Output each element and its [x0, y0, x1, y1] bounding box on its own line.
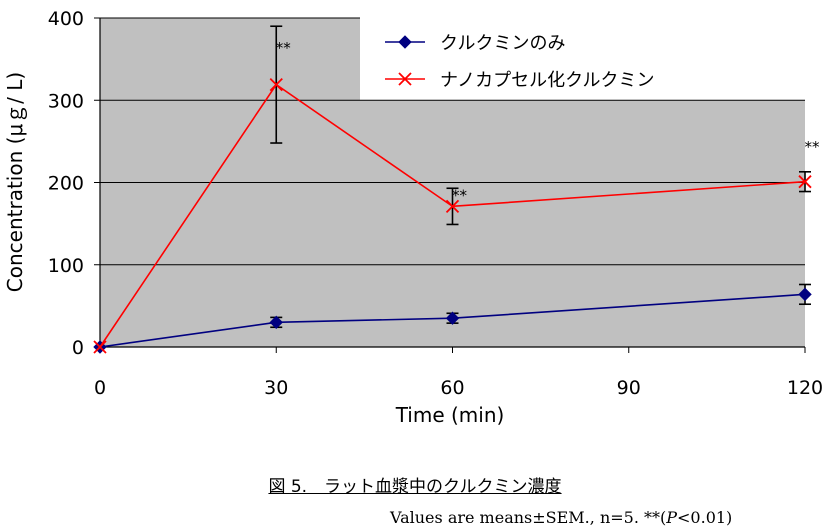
y-tick-label-100: 100: [48, 255, 84, 277]
x-tick-label-120: 120: [787, 377, 823, 399]
point-s1-3: [798, 287, 812, 302]
series-layer: [93, 25, 812, 354]
y-tick-label-0: 0: [72, 337, 84, 359]
legend-label-1: クルクミンのみ: [440, 33, 565, 54]
x-tick-labels: 0 30 60 90 120: [94, 377, 823, 399]
point-s2-2: [445, 199, 460, 213]
point-s2-1: [269, 77, 283, 92]
y-tick-label-300: 300: [48, 90, 84, 112]
y-tick-label-200: 200: [48, 173, 84, 195]
point-s1-1: [269, 315, 283, 330]
point-s2-3: [798, 175, 812, 189]
figure-note: Values are means±SEM., n=5. **(P<0.01): [390, 508, 810, 527]
y-tick-label-400: 400: [48, 8, 84, 30]
y-axis-title: Concentration (μｇ/ L): [3, 72, 27, 292]
note-suffix: <0.01): [677, 508, 733, 527]
annotation-s2-1: **: [276, 39, 292, 57]
x-tick-label-90: 90: [617, 377, 641, 399]
gridlines: [100, 17, 805, 266]
legend-item-1: クルクミンのみ: [385, 33, 565, 54]
series-line-1: [99, 293, 806, 348]
figure-caption-title: 図 5. ラット血漿中のクルクミン濃度: [268, 477, 562, 497]
annotation-s2-2: **: [452, 186, 468, 204]
legend-marker-2: [398, 72, 412, 86]
legend-item-2: ナノカプセル化クルクミン: [385, 70, 655, 91]
figure-caption: 図 5. ラット血漿中のクルクミン濃度: [0, 472, 830, 497]
point-s1-2: [445, 311, 460, 325]
legend-label-2: ナノカプセル化クルクミン: [440, 70, 655, 91]
series-line-2: [99, 83, 806, 348]
legend-marker-1: [398, 35, 412, 49]
chart: ** ** ** 0 100 200 300 400 0 30 60 90 120 Time (mi…: [3, 8, 823, 427]
x-tick-label-30: 30: [264, 377, 288, 399]
x-axis-title: Time (min): [395, 403, 505, 427]
note-p: P: [666, 508, 678, 527]
x-tick-label-60: 60: [440, 377, 464, 399]
y-tick-labels: 0 100 200 300 400: [48, 8, 84, 359]
x-tick-label-0: 0: [94, 377, 106, 399]
note-prefix: Values are means±SEM., n=5. **(: [390, 508, 667, 527]
annotation-s2-3: **: [805, 138, 821, 156]
point-s2-0: [93, 340, 107, 354]
significance-annotations: ** ** **: [276, 39, 820, 204]
series-2: [93, 25, 812, 354]
